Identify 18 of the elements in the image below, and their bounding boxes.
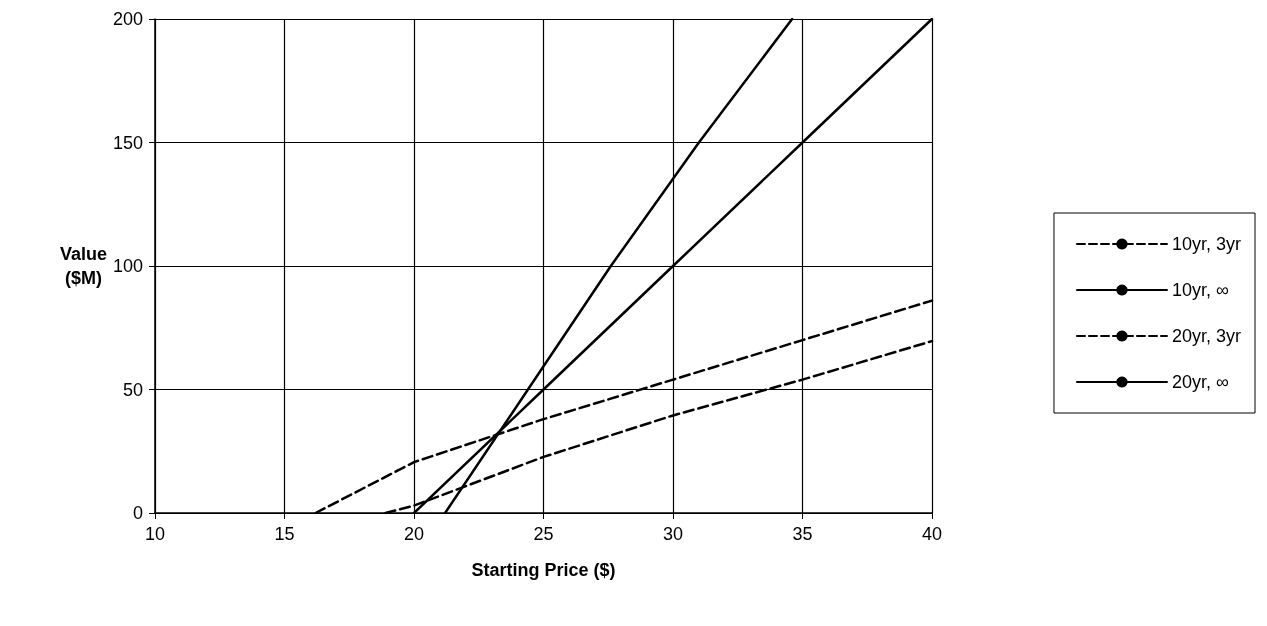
x-tick-label: 20	[403, 524, 425, 544]
x-tick-label: 15	[274, 524, 295, 544]
x-tick-label: 35	[792, 524, 813, 544]
y-axis-title: Value ($M)	[60, 244, 108, 288]
legend-label: 20yr, ∞	[1171, 372, 1229, 392]
x-tick-label: 25	[533, 524, 554, 544]
x-tick-label: 40	[921, 524, 943, 544]
y-tick-label: 150	[112, 132, 143, 153]
legend-label: 10yr, ∞	[1171, 280, 1229, 300]
x-axis-title: Starting Price ($)	[471, 560, 616, 580]
y-tick-label: 200	[112, 9, 143, 29]
y-tick-label: 0	[132, 503, 143, 523]
x-tick-label: 10	[144, 524, 166, 544]
x-tick-label: 30	[662, 524, 684, 544]
legend-label: 20yr, 3yr	[1171, 326, 1242, 346]
y-tick-label: 50	[122, 379, 143, 400]
legend-label: 10yr, 3yr	[1171, 234, 1242, 254]
y-tick-label: 100	[112, 256, 143, 276]
